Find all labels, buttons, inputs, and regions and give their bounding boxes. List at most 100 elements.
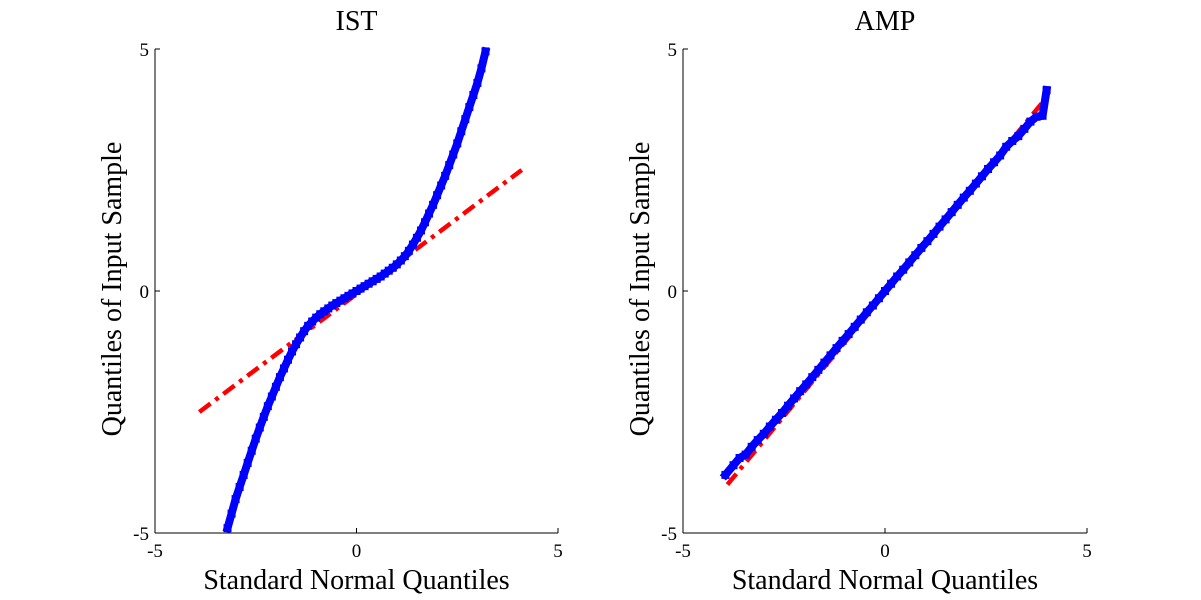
amp-data-point [947,208,956,217]
ist-data-point [267,392,276,401]
ist-data-point [473,78,482,87]
ist-data-point [235,483,244,492]
ist-data-point [288,347,297,356]
amp-data-point [868,301,877,310]
amp-data-point [729,461,738,470]
amp-data-point [874,294,883,303]
ist-data-point [416,226,425,235]
amp-y-tick-label: 0 [668,282,678,303]
amp-data-point [765,422,774,431]
amp-data-point [935,222,944,231]
ist-data-point [412,233,421,242]
amp-data-point [735,453,744,462]
ist-data-point [324,304,333,313]
ist-data-point [275,373,284,382]
ist-data-point [283,355,292,364]
amp-panel: AMP -5 0 5 -5 0 5 Standard Normal Quantiles Q… [625,6,1092,596]
ist-data-point [404,246,413,255]
ist-data-point [336,296,345,305]
ist-y-tick-label: 0 [140,282,150,303]
ist-data-point [247,446,256,455]
amp-y-tick-label: 5 [668,40,678,61]
amp-data-point [790,394,799,403]
ist-data-point [255,423,264,432]
amp-ticks: -5 0 5 -5 0 5 [661,40,1092,562]
amp-y-axis-title: Quantiles of Input Sample [625,142,656,437]
amp-data-point [965,186,974,195]
amp-data-point [1032,112,1041,121]
amp-data-point [850,322,859,331]
ist-data-point [243,458,252,467]
ist-data-point [279,364,288,373]
ist-y-tick-label: 5 [140,40,150,61]
amp-data-point [977,172,986,181]
amp-data-point [959,193,968,202]
ist-x-tick-label: 5 [553,541,563,562]
ist-y-tick-label: -5 [133,524,149,545]
ist-data-point [384,266,393,275]
ist-data-point [368,277,377,286]
ist-data-point [408,240,417,249]
amp-y-tick-label: -5 [661,524,677,545]
amp-data-point [1038,111,1047,120]
ist-data-point [421,218,430,227]
ist-data-point [396,256,405,265]
amp-title: AMP [855,6,916,37]
ist-data-point [400,252,409,261]
ist-data-point [231,495,240,504]
ist-data-point [465,103,474,112]
amp-data-point [796,387,805,396]
ist-data-point [263,402,272,411]
ist-data-point [352,287,361,295]
amp-data-point [905,258,914,267]
ist-data-point [392,260,401,269]
ist-data-point [304,321,313,330]
amp-data-point [1042,86,1051,95]
amp-series [719,85,1053,487]
ist-y-axis-title: Quantiles of Input Sample [97,142,128,437]
amp-data-point [941,215,950,224]
ist-data-point [364,279,373,288]
ist-data-point [453,139,462,148]
amp-data-point [893,272,902,281]
ist-data-point [356,284,365,293]
ist-data-point [308,317,317,326]
amp-data-point [844,330,853,339]
ist-data-point [445,161,454,170]
ist-data-point [251,434,260,443]
amp-data-point [899,265,908,274]
ist-data-point [461,115,470,124]
amp-x-tick-label: 0 [880,541,890,562]
amp-data-point [1014,132,1023,141]
ist-data-point [360,282,369,291]
ist-data-point [372,274,381,283]
ist-data-point [457,127,466,136]
ist-panel: IST -5 0 5 -5 0 5 Standard Normal Quantiles Q… [97,6,563,596]
amp-data-point [1026,117,1035,126]
amp-data-point [990,158,999,167]
ist-data-point [429,200,438,209]
ist-data-point [320,307,329,316]
amp-data-point [862,308,871,317]
ist-data-point [296,333,305,342]
ist-data-point [340,294,349,303]
ist-data-point [449,150,458,159]
ist-data-point [477,64,486,73]
ist-data-point [292,340,301,349]
amp-data-point [1002,142,1011,151]
amp-data-point [923,237,932,246]
amp-data-point [777,408,786,417]
ist-data-point [433,191,442,200]
ist-data-point [441,171,450,180]
amp-data-point [953,200,962,209]
amp-data-point [814,365,823,374]
amp-data-point [996,151,1005,160]
ist-data-point [223,524,232,533]
amp-data-point [802,380,811,389]
ist-data-point [328,301,337,310]
amp-data-point [984,165,993,174]
ist-data-point [239,470,248,479]
ist-data-point [271,382,280,391]
ist-data-point [425,209,434,218]
amp-data-point [971,179,980,188]
